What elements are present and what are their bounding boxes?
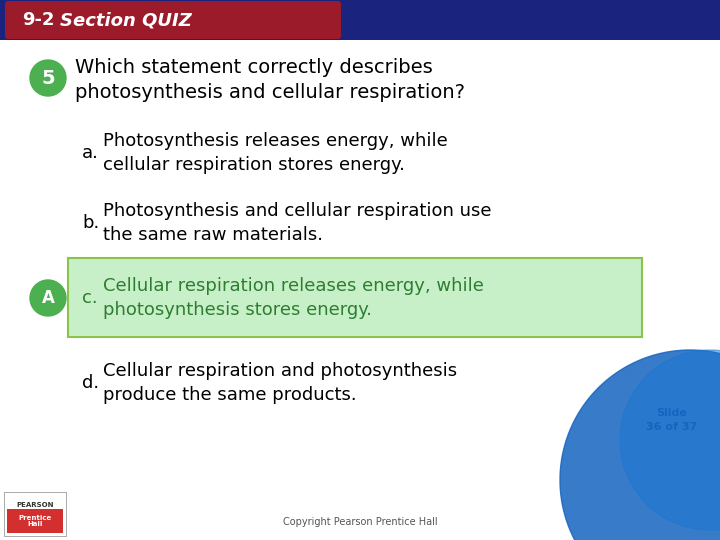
FancyBboxPatch shape: [68, 258, 642, 337]
FancyBboxPatch shape: [7, 509, 63, 533]
Circle shape: [30, 60, 66, 96]
Text: A: A: [42, 289, 55, 307]
Text: PEARSON: PEARSON: [17, 502, 54, 508]
Text: 5: 5: [41, 69, 55, 87]
Polygon shape: [620, 350, 720, 530]
Text: Photosynthesis and cellular respiration use
the same raw materials.: Photosynthesis and cellular respiration …: [103, 202, 492, 244]
Text: Which statement correctly describes
photosynthesis and cellular respiration?: Which statement correctly describes phot…: [75, 58, 465, 102]
Circle shape: [30, 280, 66, 316]
Polygon shape: [560, 350, 720, 540]
Text: a.: a.: [82, 144, 99, 162]
Text: d.: d.: [82, 374, 99, 392]
FancyBboxPatch shape: [4, 492, 66, 536]
Text: c.: c.: [82, 289, 98, 307]
Text: b.: b.: [82, 214, 99, 232]
Text: Photosynthesis releases energy, while
cellular respiration stores energy.: Photosynthesis releases energy, while ce…: [103, 132, 448, 174]
FancyBboxPatch shape: [5, 1, 341, 39]
Text: Slide
36 of 37: Slide 36 of 37: [647, 408, 698, 431]
Text: Cellular respiration releases energy, while
photosynthesis stores energy.: Cellular respiration releases energy, wh…: [103, 277, 484, 319]
Text: Copyright Pearson Prentice Hall: Copyright Pearson Prentice Hall: [283, 517, 437, 527]
Text: Cellular respiration and photosynthesis
produce the same products.: Cellular respiration and photosynthesis …: [103, 362, 457, 404]
Text: Prentice
Hall: Prentice Hall: [19, 515, 52, 528]
Text: Section QUIZ: Section QUIZ: [60, 11, 192, 29]
FancyBboxPatch shape: [0, 0, 720, 40]
Text: 9-2: 9-2: [22, 11, 55, 29]
